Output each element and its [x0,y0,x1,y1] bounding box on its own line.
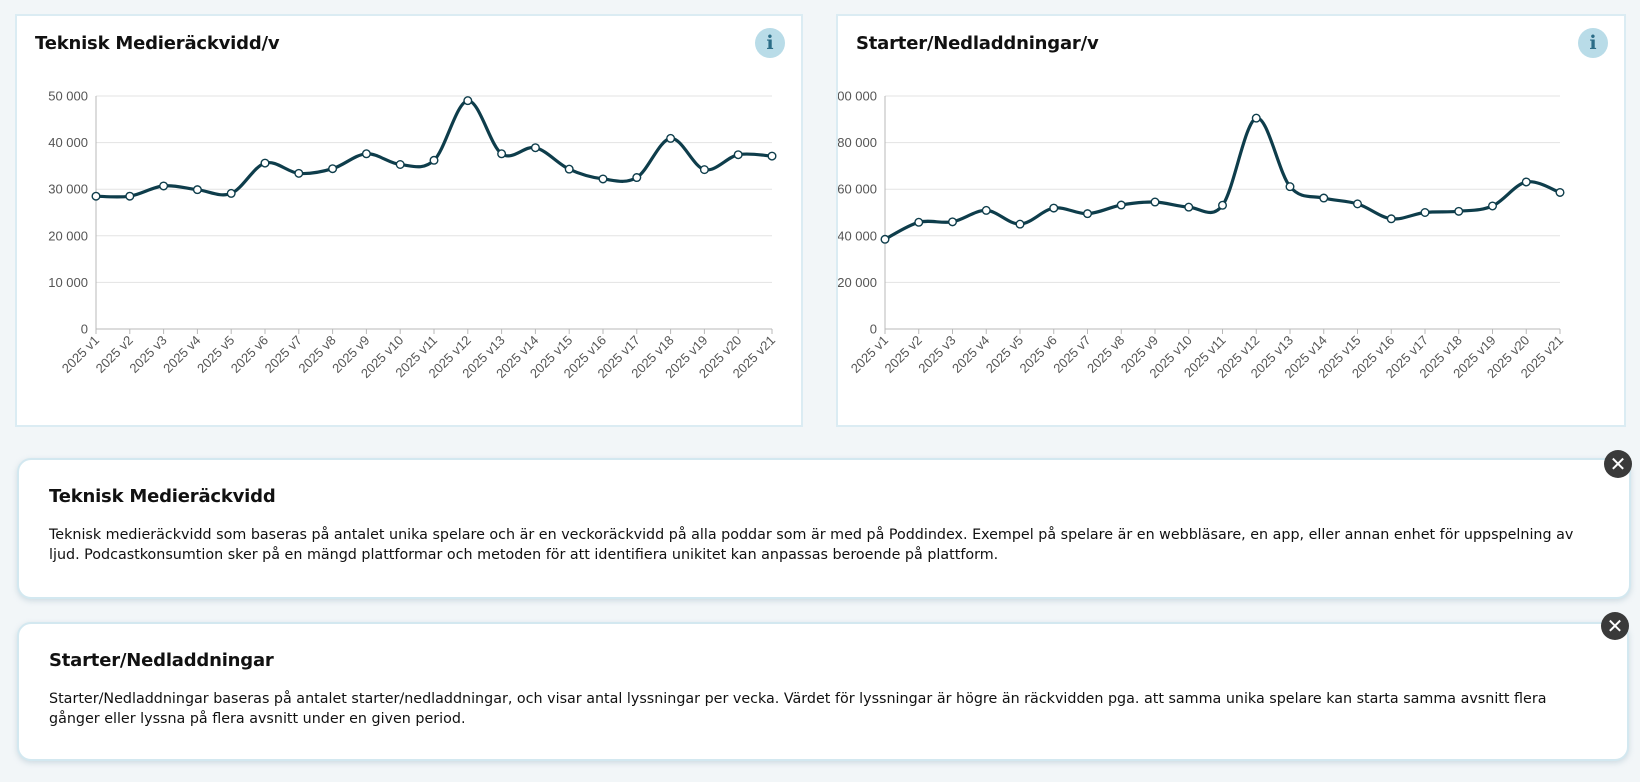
info-icon[interactable]: i [755,28,785,58]
data-point [361,149,371,159]
data-point [733,150,743,160]
data-point [1319,193,1329,203]
y-tick-label: 30 000 [48,182,88,197]
data-point [91,191,101,201]
data-point [159,181,169,191]
data-point [1082,209,1092,219]
panel-title: Teknisk Medieräckvidd [49,486,276,507]
data-point [1049,203,1059,213]
data-point [1218,200,1228,210]
y-tick-label: 60 000 [838,182,877,197]
y-tick-label: 0 [81,322,88,337]
data-point [632,173,642,183]
data-point [1015,219,1025,229]
data-point [192,185,202,195]
data-point [429,155,439,165]
chart-title: Teknisk Medieräckvidd/v [35,33,280,54]
data-point [260,158,270,168]
data-point [699,165,709,175]
data-point [1386,214,1396,224]
data-point [328,164,338,174]
data-point [1420,207,1430,217]
y-tick-label: 80 000 [838,135,877,150]
data-point [530,143,540,153]
data-point [463,96,473,106]
y-tick-label: 50 000 [48,89,88,104]
y-tick-label: 10 000 [48,275,88,290]
data-point [564,164,574,174]
info-panel-teknisk: Teknisk Medieräckvidd Teknisk medieräckv… [17,458,1631,599]
info-panel-starter: Starter/Nedladdningar Starter/Nedladdnin… [17,622,1629,761]
data-point [880,234,890,244]
data-point [598,174,608,184]
data-point [1521,177,1531,187]
data-point [395,160,405,170]
close-icon[interactable]: ✕ [1601,612,1629,640]
data-point [666,133,676,143]
data-point [1116,200,1126,210]
info-icon[interactable]: i [1578,28,1608,58]
y-tick-label: 100 000 [838,89,877,104]
data-point [1555,187,1565,197]
data-point [1251,113,1261,123]
chart-card-starter: Starter/Nedladdningar/v i 0 20 000 40 000 6… [836,14,1626,427]
data-point [1353,199,1363,209]
series-line [95,99,773,199]
data-point [294,168,304,178]
data-point [1184,202,1194,212]
data-point [767,151,777,161]
y-tick-label: 0 [870,322,877,337]
y-tick-label: 40 000 [48,135,88,150]
y-tick-label: 20 000 [48,228,88,243]
close-icon[interactable]: ✕ [1604,450,1632,478]
data-point [1150,197,1160,207]
panel-title: Starter/Nedladdningar [49,650,274,671]
data-point [947,217,957,227]
data-point [1285,182,1295,192]
data-point [914,217,924,227]
panel-description: Teknisk medieräckvidd som baseras på ant… [49,527,1574,563]
data-point [497,149,507,159]
data-point [981,205,991,215]
panel-description: Starter/Nedladdningar baseras på antalet… [49,691,1547,727]
data-point [1454,206,1464,216]
data-point [226,188,236,198]
y-tick-label: 20 000 [838,275,877,290]
chart-card-teknisk: Teknisk Medieräckvidd/v i 0 10 000 20 000 3… [15,14,803,427]
y-tick-label: 40 000 [838,228,877,243]
chart-title: Starter/Nedladdningar/v [856,33,1099,54]
series-line [884,116,1561,241]
data-point [125,191,135,201]
data-point [1488,201,1498,211]
